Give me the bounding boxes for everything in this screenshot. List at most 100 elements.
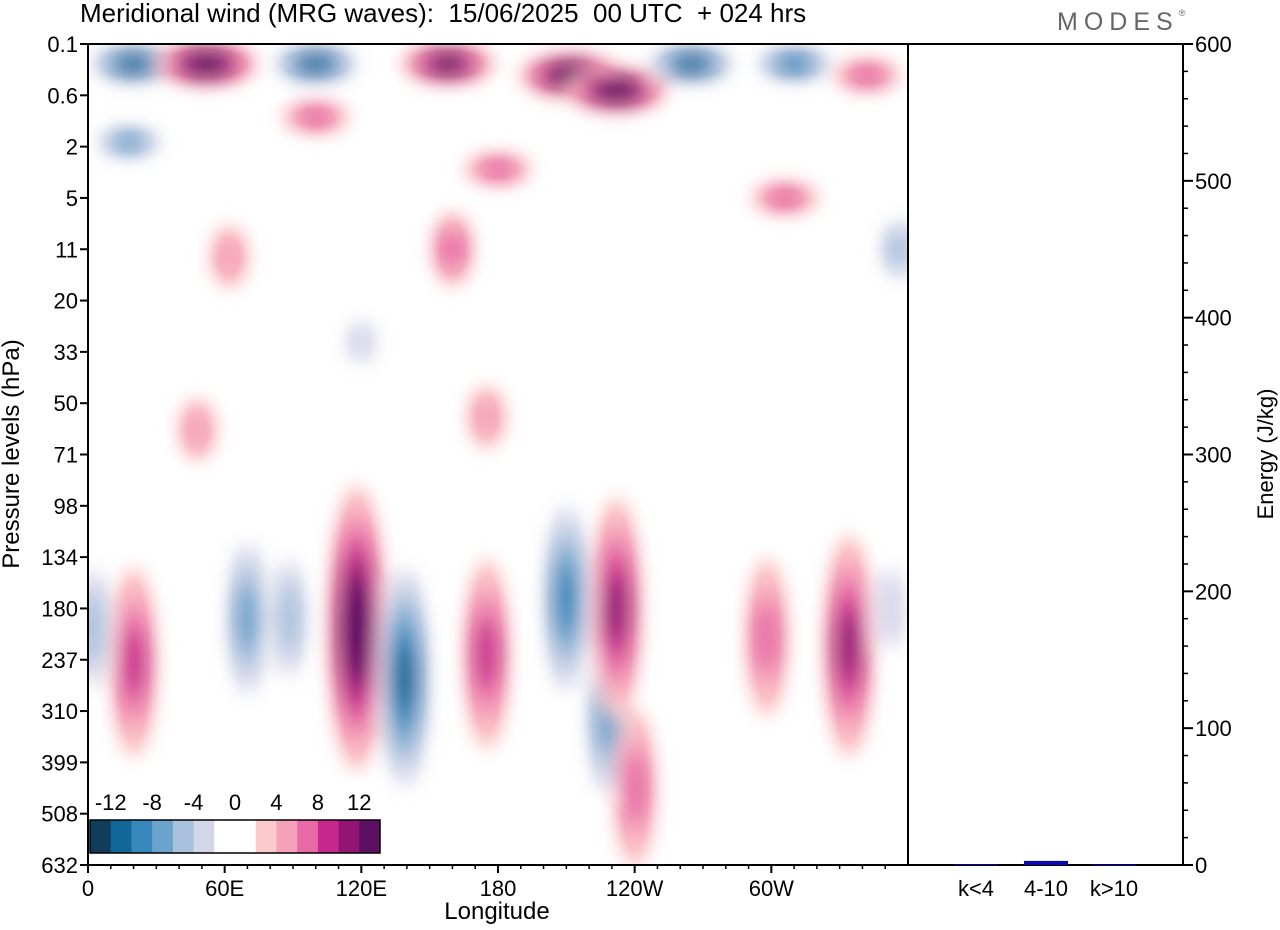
x-tick-label: 60W — [749, 876, 794, 901]
heatmap-field — [88, 44, 908, 865]
contour-feature-19 — [88, 549, 113, 708]
axes: 0.1 0.6 2 5 11 20 33 50 71 98 134 180 237 310 399 508 63… — [41, 32, 1184, 901]
y-tick-label: 632 — [41, 853, 78, 878]
chart-title: Meridional wind (MRG waves): 15/06/2025 … — [80, 0, 807, 28]
energy-bar-0 — [954, 864, 998, 866]
contour-feature-32 — [871, 545, 908, 672]
y-tick-label: 20 — [54, 289, 78, 314]
y-tick-label: 310 — [41, 699, 78, 724]
contour-feature-13 — [211, 225, 248, 288]
colorbar-swatch — [90, 820, 112, 853]
y2-tick-label: 500 — [1195, 169, 1232, 194]
contour-feature-20 — [111, 567, 156, 758]
energy-bar-2 — [1092, 864, 1136, 866]
contour-level — [276, 583, 301, 654]
contour-feature-17 — [468, 386, 505, 449]
contour-level — [480, 159, 516, 179]
contour-feature-15 — [878, 212, 908, 287]
y-tick-label: 71 — [54, 443, 78, 468]
energy-bar-panel: 0 100 200 300 400 500 600 k<4 4-10 k>10 — [954, 32, 1232, 901]
contour-level — [346, 596, 368, 660]
colorbar-label: 4 — [270, 790, 282, 815]
brand-text: MODES — [1057, 8, 1179, 36]
y2-tick-label: 400 — [1195, 306, 1232, 331]
energy-category-label: k>10 — [1090, 876, 1138, 901]
contour-level — [191, 55, 221, 73]
y2-tick-label: 100 — [1195, 716, 1232, 741]
y-axis-label: Pressure levels (hPa) — [0, 339, 25, 569]
contour-level — [88, 592, 105, 664]
contour-level — [555, 566, 578, 631]
contour-feature-22 — [268, 539, 309, 698]
contour-feature-5 — [565, 67, 668, 113]
colorbar-label: -8 — [142, 790, 162, 815]
y-tick-label: 237 — [41, 648, 78, 673]
colorbar-swatch — [110, 820, 132, 853]
contour-feature-1 — [155, 44, 258, 87]
colorbar-swatch — [317, 820, 340, 853]
contour-feature-0 — [88, 44, 180, 85]
x-tick-label: 180 — [480, 876, 517, 901]
contour-feature-14 — [751, 182, 819, 214]
contour-level — [440, 231, 465, 268]
colorbar-label: 8 — [312, 790, 324, 815]
y-tick-label: 180 — [41, 596, 78, 621]
colorbar-border — [89, 819, 381, 854]
colorbar-swatch — [172, 820, 195, 853]
contour-level — [216, 236, 243, 277]
contour-level — [876, 569, 903, 648]
contour-level — [394, 645, 416, 710]
colorbar-swatch — [255, 820, 277, 853]
x-tick-label: 0 — [82, 876, 94, 901]
y-tick-label: 5 — [66, 186, 78, 211]
contour-level — [887, 231, 908, 268]
contour-level — [122, 628, 145, 696]
colorbar: -12 -8 -4 0 4 8 12 — [88, 782, 382, 856]
x-tick-label: 120W — [606, 876, 664, 901]
contour-feature-21 — [225, 523, 270, 714]
contour-feature-7 — [752, 44, 837, 83]
y2-tick-label: 200 — [1195, 579, 1232, 604]
contour-level — [184, 409, 211, 451]
colorbar-swatch — [235, 820, 257, 853]
contour-level — [622, 752, 647, 824]
y-tick-label: 0.1 — [47, 32, 78, 57]
contour-level — [300, 55, 331, 73]
y-tick-label: 98 — [54, 494, 78, 519]
contour-level — [849, 66, 885, 85]
contour-feature-25 — [464, 559, 510, 750]
contour-feature-16 — [179, 398, 216, 461]
contour-feature-12 — [432, 212, 473, 287]
contour-feature-10 — [282, 101, 349, 133]
contour-level — [112, 133, 146, 152]
contour-feature-26 — [541, 487, 591, 710]
y-tick-label: 134 — [41, 545, 78, 570]
y-tick-label: 508 — [41, 802, 78, 827]
x-tick-label: 60E — [205, 876, 244, 901]
x-axis-label: Longitude — [444, 898, 550, 925]
contour-level — [601, 81, 631, 99]
contour-feature-6 — [645, 44, 738, 85]
colorbar-swatch — [359, 820, 381, 853]
colorbar-label: 0 — [229, 790, 241, 815]
colorbar-swatch — [131, 820, 153, 853]
y2-tick-label: 0 — [1195, 853, 1207, 878]
colorbar-label: 12 — [347, 790, 371, 815]
energy-category-label: 4-10 — [1024, 876, 1068, 901]
colorbar-swatch — [276, 820, 298, 853]
contour-feature-28 — [591, 497, 641, 720]
colorbar-swatch — [214, 820, 236, 853]
contour-level — [754, 601, 779, 673]
colorbar-label: -12 — [95, 790, 127, 815]
colorbar-label: -4 — [184, 790, 204, 815]
y2-axis-label: Energy (J/kg) — [1253, 388, 1278, 520]
colorbar-swatch — [152, 820, 174, 853]
contour-feature-8 — [833, 59, 901, 92]
y2-tick-label: 300 — [1195, 443, 1232, 468]
contour-level — [348, 321, 375, 363]
contour-feature-3 — [401, 44, 495, 85]
y-tick-label: 50 — [54, 391, 78, 416]
contour-level — [778, 55, 810, 73]
contour-level — [473, 396, 500, 438]
